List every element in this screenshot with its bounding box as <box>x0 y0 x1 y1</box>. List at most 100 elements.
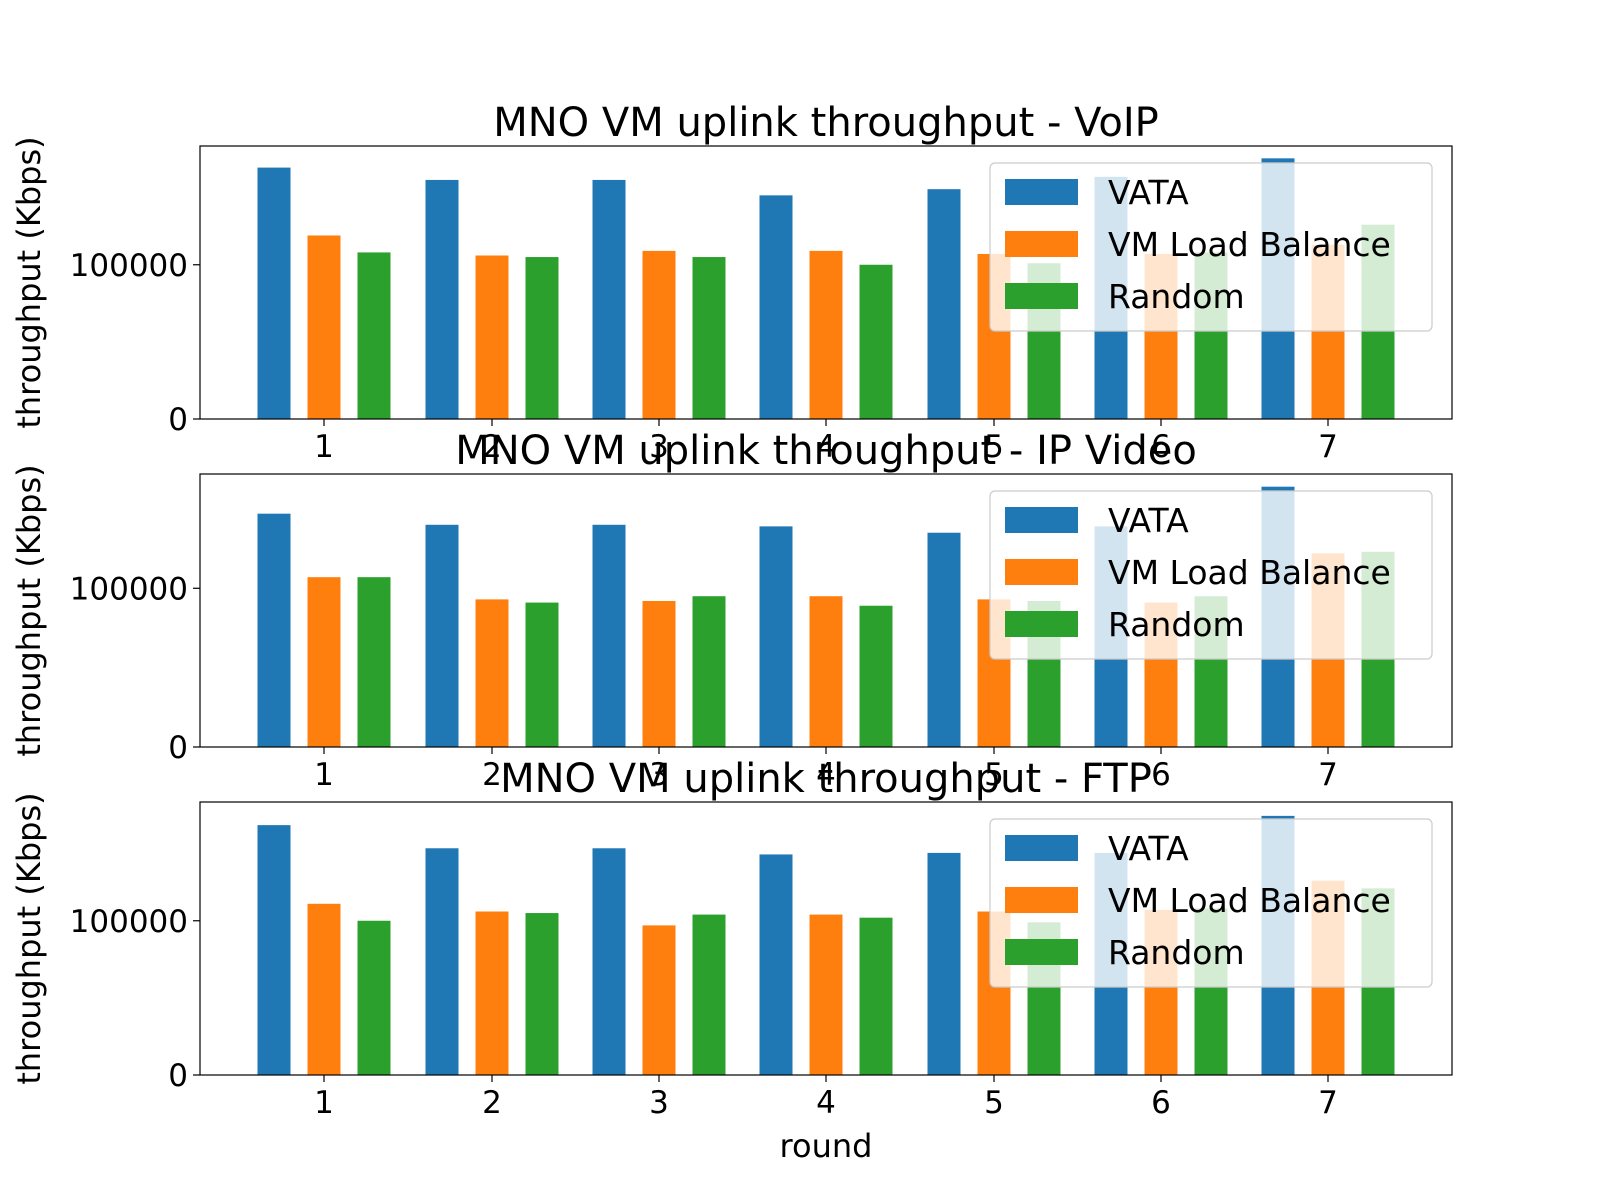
bar-vata-round-4 <box>759 195 793 419</box>
legend-label: Random <box>1108 933 1245 972</box>
bar-random-round-2 <box>525 913 559 1075</box>
bar-vata-round-5 <box>927 532 961 747</box>
bar-vata-round-5 <box>927 852 961 1075</box>
legend-swatch <box>1005 835 1078 861</box>
legend-box <box>989 162 1433 332</box>
x-tick-label: 6 <box>1151 757 1171 793</box>
legend-swatch <box>1005 179 1078 205</box>
subplot-1: 1 2 3 4 5 6 7 0 100000 throughput (Kbps) MNO VM up… <box>10 100 1453 465</box>
bar-vata-round-5 <box>927 189 961 419</box>
y-axis-label: throughput (Kbps) <box>10 792 48 1084</box>
x-tick-label: 1 <box>314 1085 334 1121</box>
bar-random-round-1 <box>357 920 391 1075</box>
y-tick-label: 100000 <box>70 571 188 607</box>
bar-random-round-4 <box>859 264 893 419</box>
y-tick-label: 0 <box>168 730 188 766</box>
bar-random-round-3 <box>692 596 726 747</box>
chart-title: MNO VM uplink throughput - VoIP <box>493 100 1159 146</box>
x-tick-label: 4 <box>816 757 836 793</box>
x-tick-label: 2 <box>482 1085 502 1121</box>
x-tick-label: 5 <box>984 757 1004 793</box>
bar-vm-load-balance-round-4 <box>809 250 843 419</box>
x-tick-label: 6 <box>1151 429 1171 465</box>
bar-vm-load-balance-round-4 <box>809 914 843 1075</box>
bar-vm-load-balance-round-2 <box>475 911 509 1075</box>
bar-random-round-1 <box>357 577 391 747</box>
chart-title: MNO VM uplink throughput - IP Video <box>455 428 1197 474</box>
legend-box <box>989 490 1433 660</box>
bar-random-round-4 <box>859 917 893 1075</box>
x-tick-label: 5 <box>984 1085 1004 1121</box>
y-tick-label: 0 <box>168 1058 188 1094</box>
bar-vm-load-balance-round-4 <box>809 596 843 747</box>
legend-swatch <box>1005 887 1078 913</box>
bar-vata-round-1 <box>257 167 291 419</box>
legend-label: VATA <box>1108 829 1189 868</box>
legend: VATA VM Load Balance Random <box>989 818 1433 988</box>
legend-label: Random <box>1108 277 1245 316</box>
bar-vata-round-1 <box>257 513 291 747</box>
legend-label: VM Load Balance <box>1108 881 1391 920</box>
x-tick-label: 4 <box>816 1085 836 1121</box>
bar-vm-load-balance-round-1 <box>307 577 341 747</box>
bar-vm-load-balance-round-1 <box>307 903 341 1075</box>
x-tick-label: 2 <box>482 757 502 793</box>
x-axis-label: round <box>780 1127 873 1165</box>
x-tick-label: 3 <box>649 1085 669 1121</box>
bar-random-round-3 <box>692 914 726 1075</box>
legend-label: Random <box>1108 605 1245 644</box>
x-tick-label: 4 <box>816 429 836 465</box>
legend: VATA VM Load Balance Random <box>989 490 1433 660</box>
legend-label: VM Load Balance <box>1108 553 1391 592</box>
x-tick-label: 2 <box>482 429 502 465</box>
legend-label: VM Load Balance <box>1108 225 1391 264</box>
bar-vata-round-2 <box>425 179 459 419</box>
bar-vm-load-balance-round-3 <box>642 250 676 419</box>
x-tick-label: 7 <box>1318 1085 1338 1121</box>
x-tick-label: 5 <box>984 429 1004 465</box>
subplot-2: 1 2 3 4 5 6 7 0 100000 throughput (Kbps) MNO VM up… <box>10 428 1453 793</box>
bar-vm-load-balance-round-2 <box>475 255 509 419</box>
legend-label: VATA <box>1108 173 1189 212</box>
legend-swatch <box>1005 283 1078 309</box>
bar-random-round-2 <box>525 602 559 747</box>
bar-vata-round-3 <box>592 524 626 747</box>
legend: VATA VM Load Balance Random <box>989 162 1433 332</box>
legend-label: VATA <box>1108 501 1189 540</box>
legend-swatch <box>1005 559 1078 585</box>
y-tick-label: 100000 <box>70 248 188 284</box>
bar-vata-round-4 <box>759 526 793 747</box>
y-axis-label: throughput (Kbps) <box>10 464 48 756</box>
y-tick-label: 100000 <box>70 904 188 940</box>
bar-random-round-2 <box>525 257 559 419</box>
chart-title: MNO VM uplink throughput - FTP <box>500 756 1152 802</box>
bar-vata-round-2 <box>425 524 459 747</box>
bar-vm-load-balance-round-3 <box>642 600 676 747</box>
bar-vata-round-3 <box>592 848 626 1075</box>
x-tick-label: 3 <box>649 757 669 793</box>
bar-random-round-3 <box>692 257 726 419</box>
bar-random-round-4 <box>859 605 893 747</box>
subplot-3: 1 2 3 4 5 6 7 0 100000 throughput (Kbps) MNO VM up… <box>10 756 1453 1165</box>
bar-vata-round-3 <box>592 179 626 419</box>
bar-vata-round-1 <box>257 825 291 1075</box>
x-tick-label: 7 <box>1318 429 1338 465</box>
bar-vm-load-balance-round-1 <box>307 235 341 419</box>
x-tick-label: 1 <box>314 429 334 465</box>
x-tick-label: 1 <box>314 757 334 793</box>
bar-random-round-1 <box>357 252 391 419</box>
y-tick-label: 0 <box>168 402 188 438</box>
x-tick-label: 6 <box>1151 1085 1171 1121</box>
bar-vata-round-4 <box>759 854 793 1075</box>
bar-vm-load-balance-round-2 <box>475 599 509 747</box>
legend-swatch <box>1005 231 1078 257</box>
x-tick-label: 3 <box>649 429 669 465</box>
bar-vm-load-balance-round-3 <box>642 925 676 1075</box>
legend-swatch <box>1005 611 1078 637</box>
legend-swatch <box>1005 507 1078 533</box>
y-axis-label: throughput (Kbps) <box>10 136 48 428</box>
legend-box <box>989 818 1433 988</box>
bar-vata-round-2 <box>425 848 459 1075</box>
legend-swatch <box>1005 939 1078 965</box>
